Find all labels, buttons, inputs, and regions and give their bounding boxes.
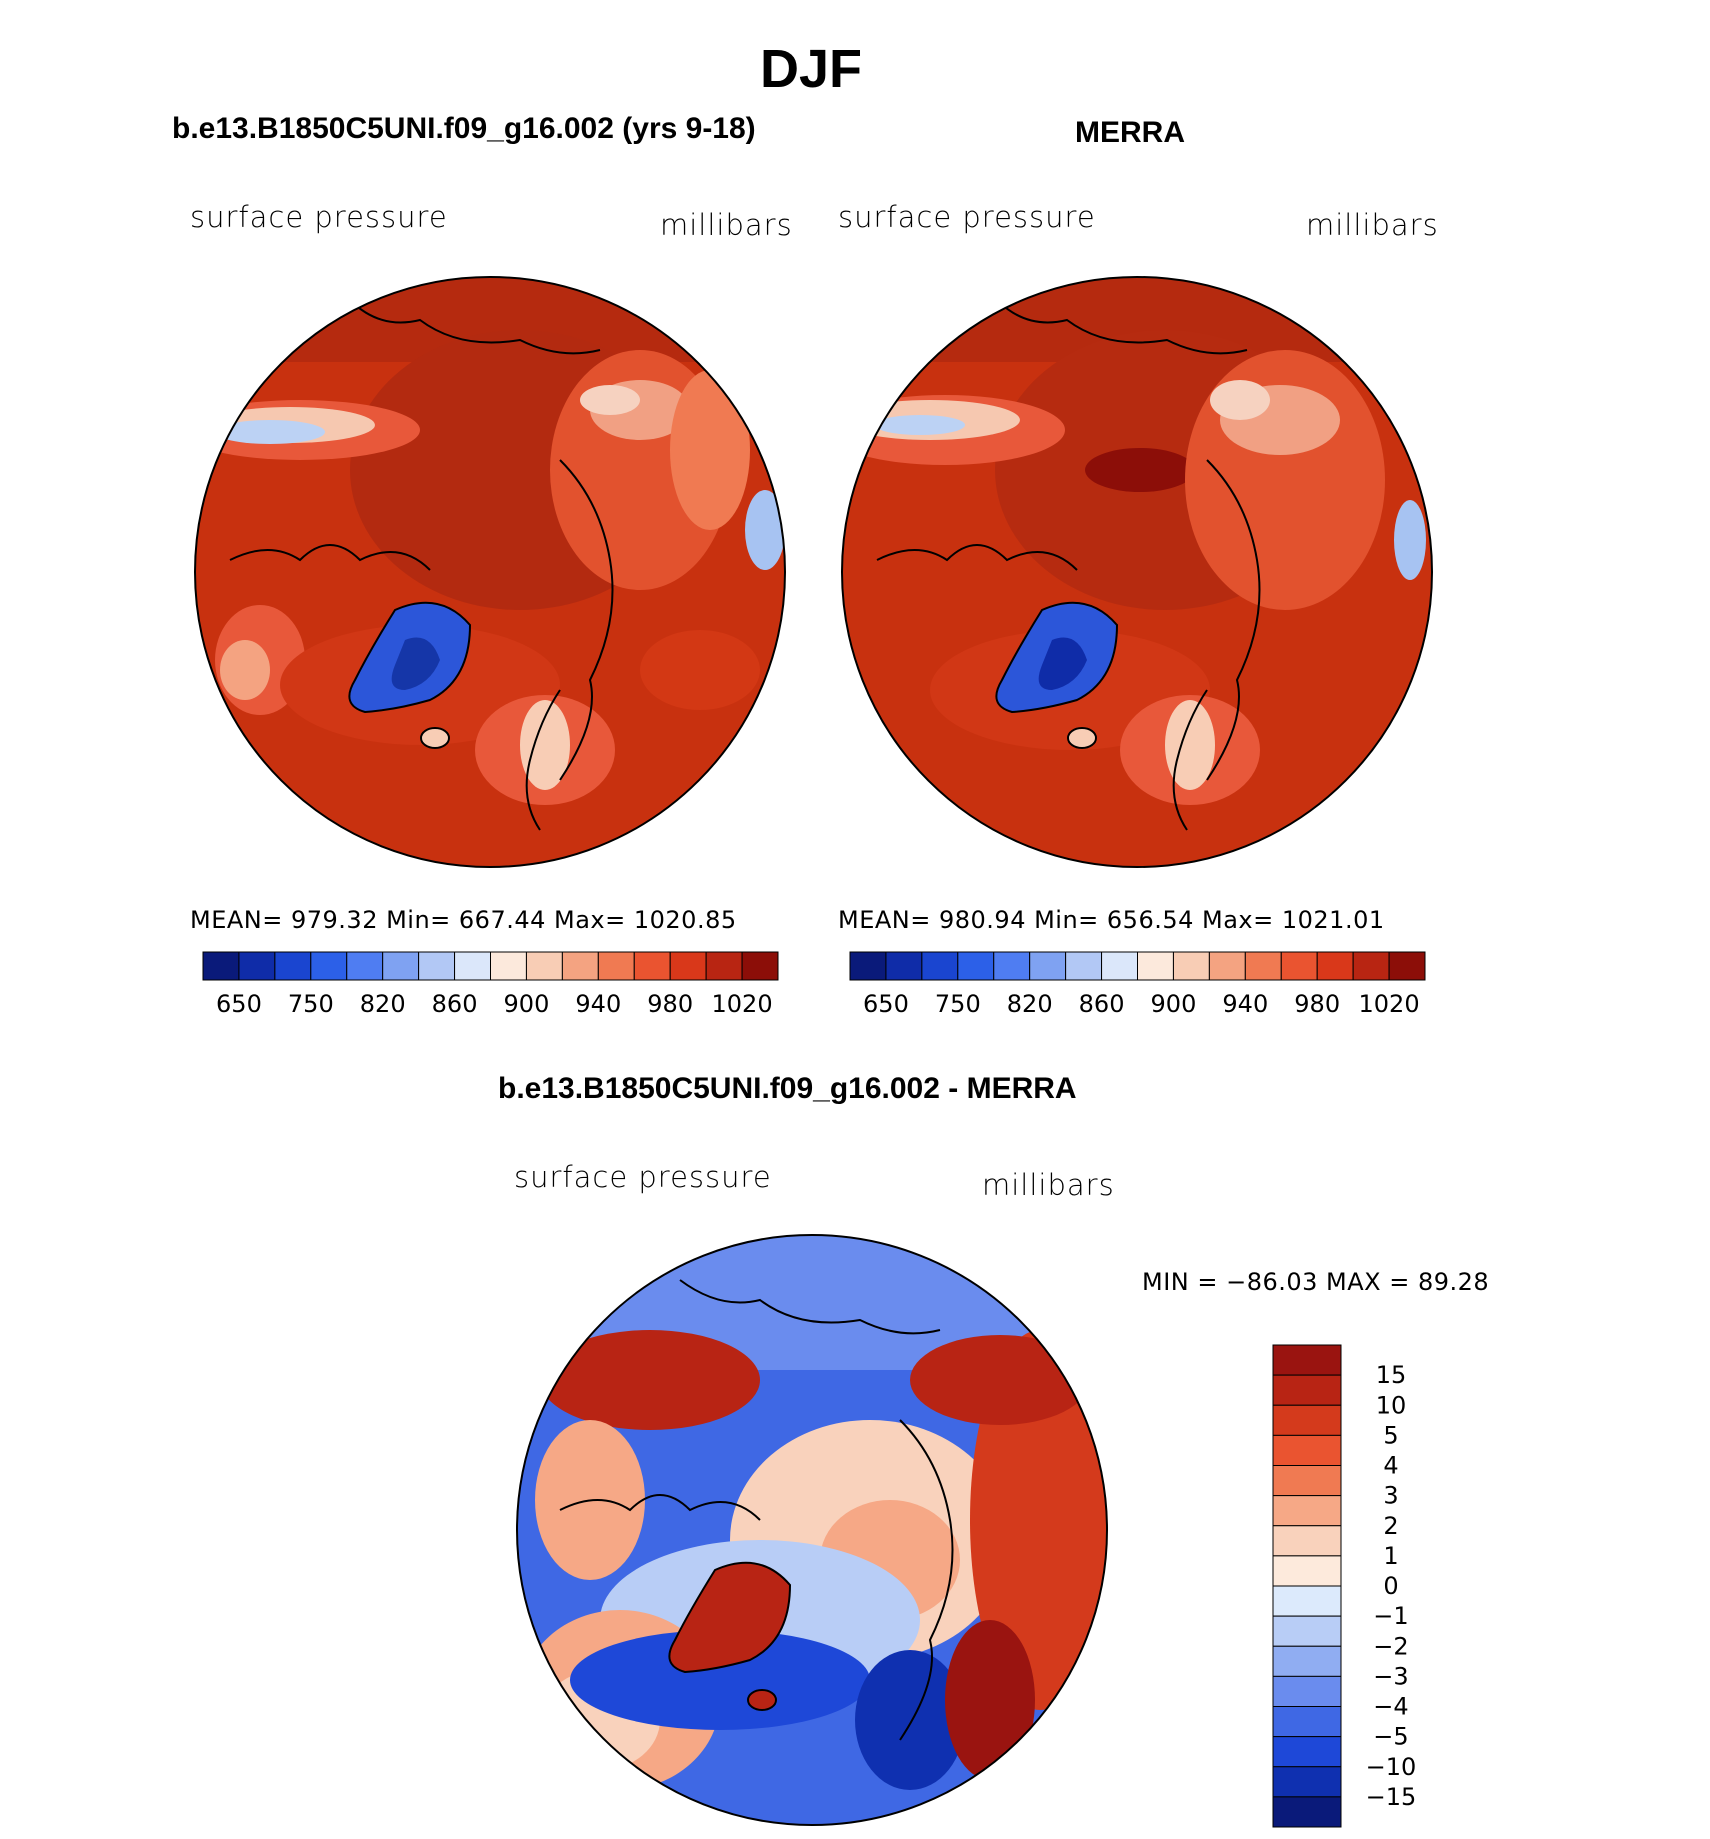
colorbar-tick-label: −4 [1373, 1693, 1408, 1721]
left-panel-title: b.e13.B1850C5UNI.f09_g16.002 (yrs 9-18) [172, 112, 756, 145]
right-stats: MEAN= 980.94 Min= 656.54 Max= 1021.01 [838, 906, 1385, 934]
colorbar-swatch [1101, 951, 1138, 981]
colorbar-tick-label: 0 [1383, 1572, 1398, 1600]
figure-title: DJF [760, 39, 863, 99]
colorbar-swatch [310, 951, 348, 981]
colorbar-swatch [1137, 951, 1174, 981]
colorbar-tick-label: 750 [288, 990, 334, 1018]
model-colorbar: 650 750 820 860 900 940 980 1020 [202, 951, 779, 1018]
colorbar-tick-label: 1020 [1359, 990, 1420, 1018]
colorbar-swatch [885, 951, 923, 981]
colorbar-swatch [633, 951, 671, 981]
colorbar-swatch [1272, 1675, 1342, 1707]
colorbar-swatch [454, 951, 491, 981]
colorbar-swatch [1316, 951, 1354, 981]
colorbar-swatch [418, 951, 456, 981]
colorbar-tick-label: 980 [1294, 990, 1340, 1018]
colorbar-tick-label: −1 [1373, 1602, 1408, 1630]
right-units-label: millibars [1306, 208, 1439, 242]
colorbar-swatch [1272, 1736, 1342, 1768]
colorbar-tick-label: 980 [647, 990, 693, 1018]
diff-units-label: millibars [982, 1168, 1115, 1202]
colorbar-swatch [597, 951, 635, 981]
colorbar-tick-label: 5 [1383, 1421, 1398, 1449]
colorbar-tick-label: 900 [504, 990, 550, 1018]
merra-colorbar: 650 750 820 860 900 940 980 1020 [849, 951, 1426, 1018]
colorbar-swatch [1272, 1555, 1342, 1587]
colorbar-tick-label: 1020 [712, 990, 773, 1018]
colorbar-swatch [1272, 1404, 1342, 1436]
right-panel-title: MERRA [1075, 116, 1185, 149]
colorbar-tick-label: 3 [1383, 1482, 1398, 1510]
colorbar-swatch [1272, 1344, 1342, 1376]
colorbar-tick-label: 750 [935, 990, 981, 1018]
colorbar-swatch [1280, 951, 1318, 981]
colorbar-swatch [561, 951, 599, 981]
colorbar-swatch [1272, 1645, 1342, 1677]
colorbar-swatch [382, 951, 420, 981]
colorbar-swatch [921, 951, 959, 981]
colorbar-tick-label: 860 [1079, 990, 1125, 1018]
colorbar-tick-label: 940 [1222, 990, 1268, 1018]
colorbar-swatch [1352, 951, 1390, 981]
left-units-label: millibars [660, 208, 793, 242]
colorbar-tick-label: 820 [1007, 990, 1053, 1018]
colorbar-tick-label: −10 [1366, 1753, 1417, 1781]
colorbar-tick-label: 820 [360, 990, 406, 1018]
right-variable-label: surface pressure [838, 200, 1096, 234]
colorbar-swatch [1272, 1585, 1342, 1617]
left-variable-label: surface pressure [190, 200, 448, 234]
colorbar-swatch [1388, 951, 1426, 981]
colorbar-swatch [669, 951, 707, 981]
colorbar-tick-label: −3 [1373, 1662, 1408, 1690]
colorbar-swatch [1272, 1766, 1342, 1798]
colorbar-swatch [1272, 1374, 1342, 1406]
colorbar-tick-label: 940 [575, 990, 621, 1018]
colorbar-swatch [1272, 1465, 1342, 1497]
colorbar-swatch [1244, 951, 1282, 981]
colorbar-swatch [957, 951, 995, 981]
colorbar-tick-label: −15 [1366, 1783, 1417, 1811]
colorbar-swatch [993, 951, 1031, 981]
colorbar-tick-label: 15 [1376, 1361, 1407, 1389]
colorbar-swatch [274, 951, 312, 981]
colorbar-swatch [1272, 1615, 1342, 1647]
colorbar-tick-label: 650 [216, 990, 262, 1018]
colorbar-tick-label: −5 [1373, 1723, 1408, 1751]
merra-polar-map [841, 276, 1433, 868]
colorbar-swatch [705, 951, 743, 981]
colorbar-swatch [1272, 1796, 1342, 1828]
colorbar-tick-label: 650 [863, 990, 909, 1018]
diff-panel-title: b.e13.B1850C5UNI.f09_g16.002 - MERRA [498, 1072, 1077, 1105]
colorbar-swatch [346, 951, 384, 981]
colorbar-swatch [1208, 951, 1246, 981]
colorbar-swatch [1272, 1706, 1342, 1738]
left-stats: MEAN= 979.32 Min= 667.44 Max= 1020.85 [190, 906, 737, 934]
colorbar-tick-label: 1 [1383, 1542, 1398, 1570]
difference-polar-map [516, 1234, 1108, 1826]
model-polar-map [194, 276, 786, 868]
colorbar-swatch [1272, 1434, 1342, 1466]
colorbar-tick-label: 2 [1383, 1512, 1398, 1540]
colorbar-swatch [1029, 951, 1067, 981]
colorbar-tick-label: 860 [432, 990, 478, 1018]
colorbar-tick-label: −2 [1373, 1632, 1408, 1660]
colorbar-swatch [1172, 951, 1210, 981]
colorbar-swatch [1272, 1495, 1342, 1527]
diff-variable-label: surface pressure [514, 1160, 772, 1194]
colorbar-swatch [525, 951, 563, 981]
colorbar-swatch [1065, 951, 1103, 981]
diff-stats: MIN = −86.03 MAX = 89.28 [1142, 1268, 1490, 1296]
colorbar-swatch [238, 951, 276, 981]
colorbar-tick-label: 900 [1151, 990, 1197, 1018]
colorbar-tick-label: 10 [1376, 1391, 1407, 1419]
colorbar-tick-label: 4 [1383, 1452, 1398, 1480]
colorbar-swatch [741, 951, 779, 981]
colorbar-swatch [849, 951, 887, 981]
colorbar-swatch [490, 951, 527, 981]
colorbar-swatch [1272, 1525, 1342, 1557]
colorbar-swatch [202, 951, 240, 981]
